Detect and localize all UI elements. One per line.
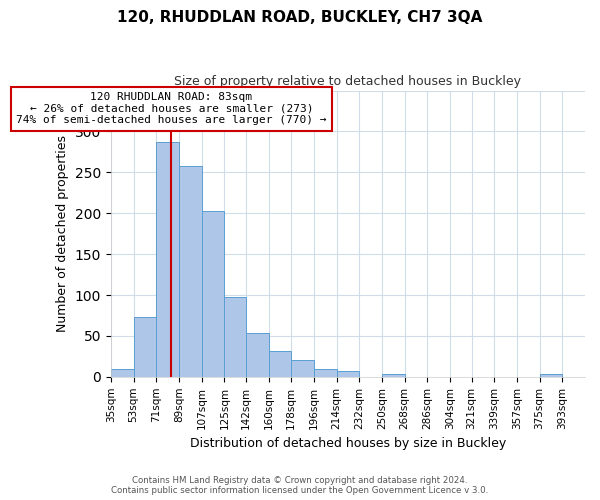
Bar — [382, 374, 404, 377]
Text: 120 RHUDDLAN ROAD: 83sqm
← 26% of detached houses are smaller (273)
74% of semi-: 120 RHUDDLAN ROAD: 83sqm ← 26% of detach… — [16, 92, 326, 126]
Bar — [224, 298, 246, 377]
Bar — [134, 317, 156, 377]
Text: 120, RHUDDLAN ROAD, BUCKLEY, CH7 3QA: 120, RHUDDLAN ROAD, BUCKLEY, CH7 3QA — [118, 10, 482, 25]
Bar — [539, 374, 562, 377]
Bar — [246, 332, 269, 377]
Text: Contains HM Land Registry data © Crown copyright and database right 2024.
Contai: Contains HM Land Registry data © Crown c… — [112, 476, 488, 495]
Bar — [291, 360, 314, 377]
X-axis label: Distribution of detached houses by size in Buckley: Distribution of detached houses by size … — [190, 437, 506, 450]
Bar — [314, 368, 337, 377]
Bar — [269, 352, 291, 377]
Bar — [337, 371, 359, 377]
Bar — [156, 142, 179, 377]
Bar — [202, 211, 224, 377]
Bar — [111, 368, 134, 377]
Bar — [179, 166, 202, 377]
Y-axis label: Number of detached properties: Number of detached properties — [56, 135, 69, 332]
Title: Size of property relative to detached houses in Buckley: Size of property relative to detached ho… — [175, 75, 521, 88]
